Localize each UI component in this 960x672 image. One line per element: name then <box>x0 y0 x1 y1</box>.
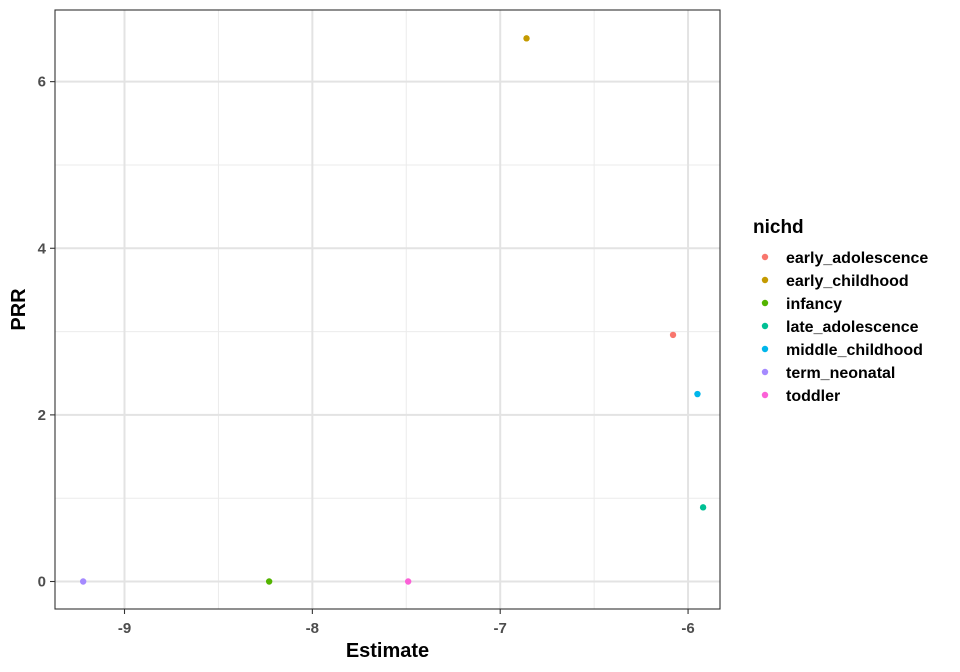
legend-key-infancy <box>761 299 769 307</box>
legend-label-early_adolescence: early_adolescence <box>786 250 928 267</box>
data-points <box>79 35 707 585</box>
x-tick-label: -6 <box>681 620 694 637</box>
data-point-middle_childhood <box>694 390 701 398</box>
y-axis-title: PRR <box>8 288 30 331</box>
data-point-early_childhood <box>523 35 530 42</box>
major-gridlines <box>55 10 720 609</box>
data-point-infancy <box>265 578 273 585</box>
data-point-toddler <box>404 578 412 585</box>
y-axis: 0 2 4 6 <box>38 74 55 591</box>
x-tick-label: -9 <box>118 620 131 637</box>
panel-background <box>55 10 720 609</box>
legend-label-late_adolescence: late_adolescence <box>786 319 919 336</box>
legend-label-infancy: infancy <box>786 296 842 313</box>
legend-key-late_adolescence <box>761 322 769 330</box>
legend-label-middle_childhood: middle_childhood <box>786 342 923 359</box>
legend-label-term_neonatal: term_neonatal <box>786 365 895 382</box>
minor-gridlines <box>55 10 720 609</box>
legend: nichd early_adolescence early_childhoodin… <box>753 217 928 405</box>
y-tick-label: 0 <box>38 574 46 591</box>
x-tick-label: -7 <box>494 620 507 637</box>
legend-key-early_childhood <box>761 276 769 284</box>
data-point-term_neonatal <box>79 578 87 585</box>
legend-title: nichd <box>753 217 804 238</box>
legend-key-term_neonatal <box>761 368 769 376</box>
legend-key-middle_childhood <box>761 345 769 353</box>
x-tick-label: -8 <box>306 620 319 637</box>
legend-key-toddler <box>761 391 769 399</box>
y-tick-label: 6 <box>38 74 46 91</box>
data-point-early_adolescence <box>669 331 677 339</box>
y-tick-label: 4 <box>38 240 47 257</box>
y-tick-label: 2 <box>38 407 46 424</box>
panel-border <box>54 9 721 610</box>
data-point-late_adolescence <box>699 504 707 511</box>
plot-panel <box>54 9 721 610</box>
legend-key-early_adolescence <box>761 253 769 261</box>
x-axis-title: Estimate <box>346 640 429 662</box>
x-axis: -9 -8 -7 -6 <box>118 609 695 637</box>
legend-label-early_childhood: early_childhood <box>786 273 909 290</box>
legend-label-toddler: toddler <box>786 388 840 405</box>
